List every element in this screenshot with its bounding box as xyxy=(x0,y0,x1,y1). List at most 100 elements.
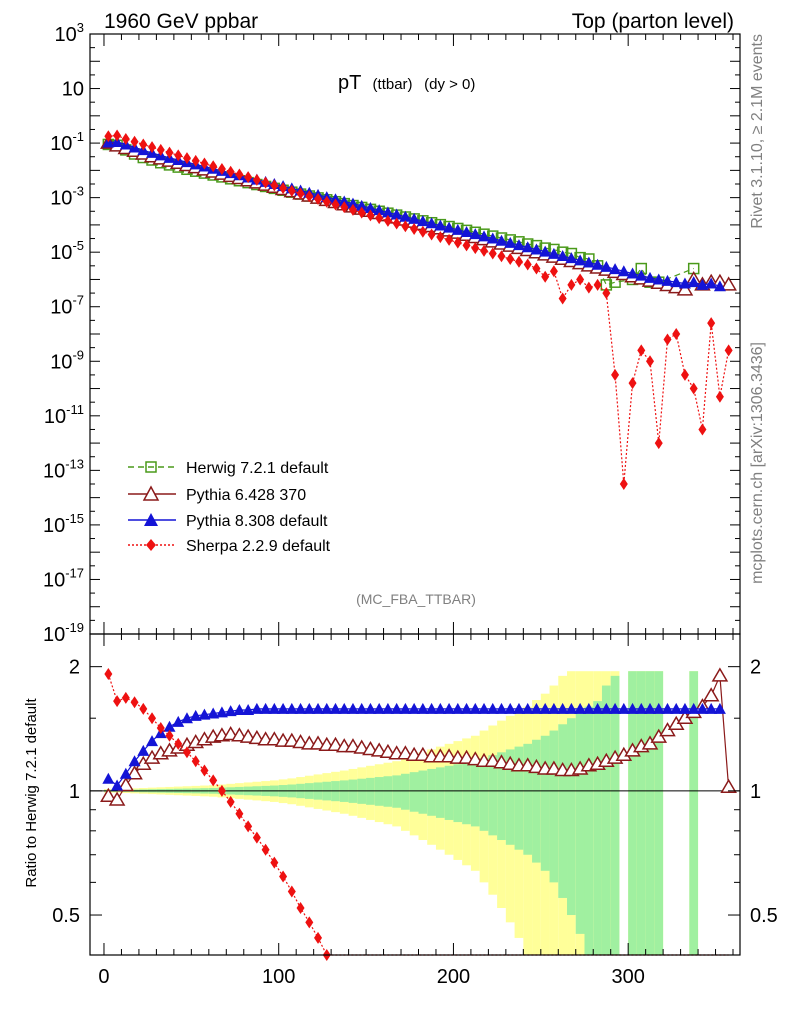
point-sherpa xyxy=(383,214,392,227)
ratio-point-pythia8 xyxy=(434,702,447,714)
ratio-point-pythia8 xyxy=(635,702,648,714)
plot-title-sub: (ttbar) xyxy=(373,76,413,93)
series-line-sherpa xyxy=(108,134,730,485)
ratio-point-pythia8 xyxy=(312,702,325,714)
ratio-point-sherpa xyxy=(252,831,261,844)
point-sherpa xyxy=(174,149,183,162)
band-inner xyxy=(409,772,419,812)
legend-marker-herwig xyxy=(145,461,157,473)
ratio-point-pythia8 xyxy=(687,702,700,714)
point-sherpa xyxy=(226,165,235,178)
point-sherpa xyxy=(305,190,314,203)
point-sherpa xyxy=(654,437,663,450)
main-y-axis: 103 10 10-1 10-3 10-5 10-7 10-9 10-11 10-13 10-15… xyxy=(43,20,740,646)
point-pythia8 xyxy=(504,236,517,248)
ratio-point-pythia8 xyxy=(233,704,246,716)
ratio-point-sherpa xyxy=(305,916,314,929)
ratio-point-pythia6 xyxy=(702,687,720,702)
ratio-point-pythia8 xyxy=(329,702,342,714)
point-sherpa xyxy=(488,247,497,260)
point-sherpa xyxy=(270,179,279,192)
ratio-point-sherpa xyxy=(139,702,148,715)
ratio-point-pythia8 xyxy=(408,702,421,714)
point-sherpa xyxy=(235,168,244,181)
band-inner xyxy=(584,706,594,955)
point-sherpa xyxy=(628,377,637,390)
y-tick-label: 10-7 xyxy=(50,293,84,319)
ratio-point-pythia8 xyxy=(512,702,525,714)
ratio-point-pythia6 xyxy=(641,735,659,750)
point-pythia6 xyxy=(720,276,737,291)
point-sherpa xyxy=(689,382,698,395)
mcplots-label: mcplots.cern.ch [arXiv:1306.3436] xyxy=(749,342,766,584)
point-pythia8 xyxy=(661,274,674,286)
ratio-point-pythia6 xyxy=(117,777,135,792)
point-sherpa xyxy=(113,129,122,142)
ratio-point-pythia8 xyxy=(521,702,534,714)
point-sherpa xyxy=(619,478,628,490)
y-tick-label: 10 xyxy=(62,79,84,101)
ratio-point-pythia8 xyxy=(530,702,543,714)
ratio-point-pythia8 xyxy=(303,702,316,714)
rivet-label: Rivet 3.1.10, ≥ 2.1M events xyxy=(749,34,766,229)
point-pythia8 xyxy=(425,217,438,229)
point-pythia8 xyxy=(486,232,499,244)
band-inner xyxy=(645,671,655,955)
point-sherpa xyxy=(646,355,655,368)
ratio-y-axis: 0.5 0.5 1 1 2 2 xyxy=(52,657,778,927)
ratio-point-sherpa xyxy=(235,807,244,820)
band-inner xyxy=(453,764,463,823)
ratio-point-pythia8 xyxy=(346,702,359,714)
ratio-point-pythia6 xyxy=(126,765,143,780)
ratio-point-pythia8 xyxy=(294,702,307,714)
ratio-point-pythia8 xyxy=(469,702,482,714)
y-tick-label: 10-1 xyxy=(50,129,84,155)
point-sherpa xyxy=(576,273,585,286)
ratio-point-pythia8 xyxy=(451,702,464,714)
ratio-point-pythia8 xyxy=(696,702,709,714)
ratio-point-pythia6 xyxy=(493,754,510,769)
band-inner xyxy=(558,724,568,898)
ratio-series-pythia6 xyxy=(100,667,737,806)
band-inner xyxy=(689,671,699,955)
point-pythia8 xyxy=(408,212,421,224)
ratio-point-sherpa xyxy=(182,746,191,759)
ratio-point-pythia6 xyxy=(528,758,545,774)
point-pythia8 xyxy=(530,243,543,255)
ratio-point-pythia8 xyxy=(478,702,491,714)
point-sherpa xyxy=(209,160,218,173)
band-inner xyxy=(575,712,585,934)
ratio-point-pythia8 xyxy=(128,755,141,767)
point-sherpa xyxy=(148,141,157,154)
x-tick-label: 300 xyxy=(611,966,644,988)
point-sherpa xyxy=(348,203,357,216)
ratio-y-tick-label-right: 2 xyxy=(750,657,761,679)
point-pythia8 xyxy=(705,277,718,289)
y-tick-label: 10-13 xyxy=(43,456,84,482)
ratio-point-sherpa xyxy=(130,696,139,709)
ratio-point-pythia6 xyxy=(720,778,737,794)
point-sherpa xyxy=(366,209,375,222)
legend-label-sherpa: Sherpa 2.2.9 default xyxy=(186,538,331,555)
ratio-point-sherpa xyxy=(270,856,279,869)
legend-entry-pythia8: Pythia 8.308 default xyxy=(128,513,328,530)
band-inner xyxy=(392,775,402,808)
point-pythia8 xyxy=(521,241,534,253)
ratio-point-pythia8 xyxy=(661,702,674,714)
ratio-point-pythia8 xyxy=(242,704,255,716)
band-inner xyxy=(601,685,611,955)
ratio-point-pythia8 xyxy=(626,702,639,714)
band-inner xyxy=(505,749,515,845)
point-pythia8 xyxy=(547,247,560,259)
point-sherpa xyxy=(410,223,419,235)
point-sherpa xyxy=(602,287,611,300)
point-sherpa xyxy=(462,239,471,252)
point-pythia8 xyxy=(469,228,482,240)
point-pythia8 xyxy=(111,136,124,147)
point-sherpa xyxy=(314,193,323,205)
ratio-point-sherpa xyxy=(279,870,288,883)
point-sherpa xyxy=(427,228,436,241)
ratio-point-pythia8 xyxy=(600,702,613,714)
band-inner xyxy=(540,735,550,871)
